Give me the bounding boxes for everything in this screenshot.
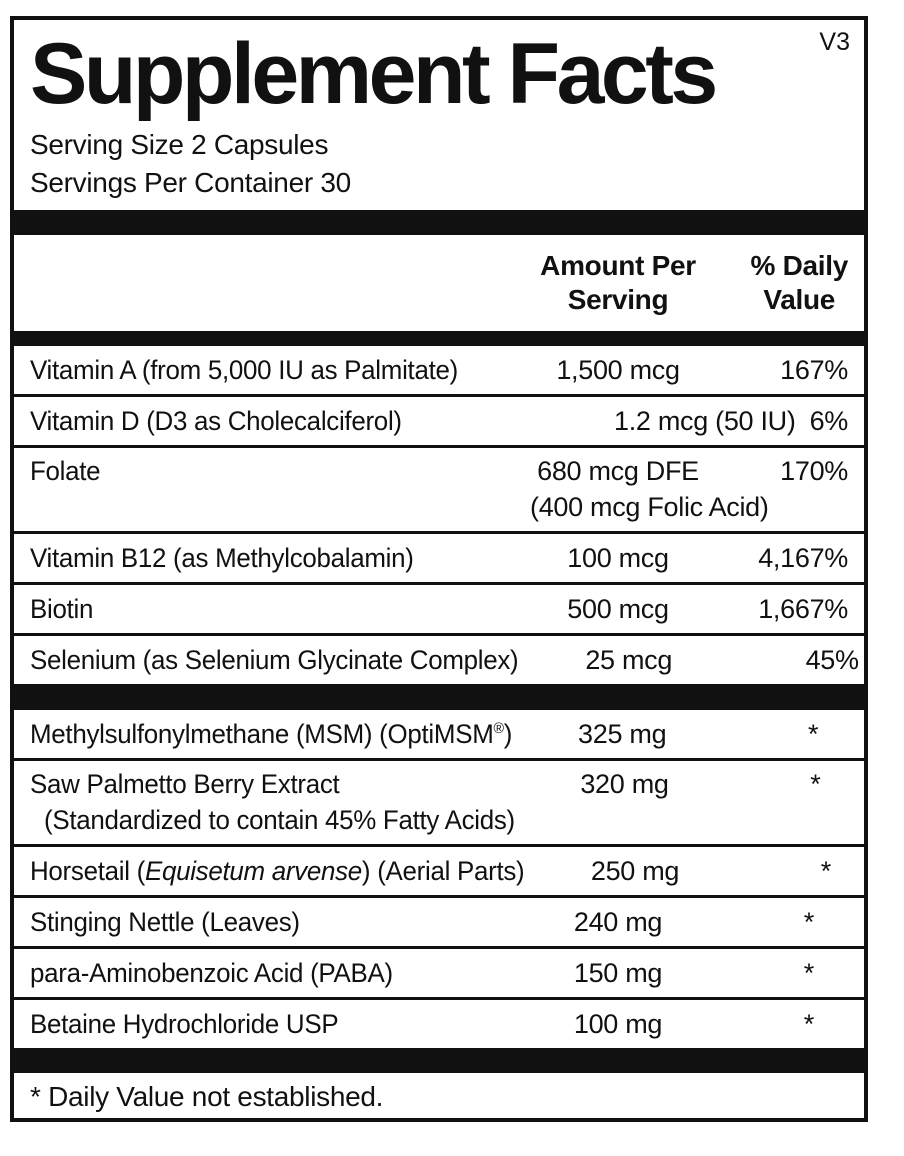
- column-header-amount: Amount Per Serving: [540, 250, 696, 315]
- daily-value: *: [810, 769, 821, 799]
- amount-value: 1,500 mcg: [556, 354, 680, 385]
- registered-trademark-symbol: ®: [493, 720, 504, 737]
- daily-value: *: [820, 855, 832, 886]
- amount-value: 240 mg: [573, 906, 663, 937]
- daily-value: 45%: [805, 644, 859, 675]
- amount-value-line2: (400 mcg Folic Acid): [530, 492, 769, 522]
- ingredient-name: Horsetail (Equisetum arvense) (Aerial Pa…: [30, 855, 525, 886]
- amount-value: 100 mg: [573, 1008, 663, 1039]
- amount-value: 250 mg: [590, 855, 680, 886]
- amount-value: 680 mcg DFE: [537, 456, 699, 486]
- ingredient-name: para-Aminobenzoic Acid (PABA): [30, 957, 393, 988]
- table-row: Saw Palmetto Berry Extract (Standardized…: [14, 758, 864, 844]
- amount-value: 100 mcg: [567, 542, 669, 573]
- version-tag: V3: [819, 28, 850, 56]
- table-header: Amount Per Serving % Daily Value: [14, 235, 864, 331]
- daily-value: 4,167%: [758, 542, 848, 573]
- divider-bar-medium: [14, 331, 864, 346]
- daily-value: 167%: [780, 354, 848, 385]
- table-row: Biotin 500 mcg 1,667%: [14, 582, 864, 633]
- divider-bar-thick: [14, 210, 864, 235]
- daily-value: *: [803, 1008, 815, 1039]
- ingredient-name: Betaine Hydrochloride USP: [30, 1008, 339, 1039]
- ingredient-name: Selenium (as Selenium Glycinate Complex): [30, 644, 519, 675]
- table-row: para-Aminobenzoic Acid (PABA) 150 mg *: [14, 946, 864, 997]
- ingredient-name: Vitamin A (from 5,000 IU as Palmitate): [30, 354, 458, 385]
- ingredient-name: Methylsulfonylmethane (MSM) (OptiMSM®): [30, 718, 513, 749]
- table-row: Vitamin A (from 5,000 IU as Palmitate) 1…: [14, 346, 864, 394]
- table-row: Vitamin D (D3 as Cholecalciferol) 1.2 mc…: [14, 394, 864, 445]
- ingredient-name: Biotin: [30, 593, 94, 624]
- table-row: Methylsulfonylmethane (MSM) (OptiMSM®) 3…: [14, 710, 864, 758]
- daily-value: 170%: [780, 456, 848, 486]
- ingredient-name: Vitamin D (D3 as Cholecalciferol): [30, 405, 402, 436]
- table-row: Vitamin B12 (as Methylcobalamin) 100 mcg…: [14, 531, 864, 582]
- ingredient-name: Folate: [30, 456, 101, 486]
- ingredient-name-line2: (Standardized to contain 45% Fatty Acids…: [44, 805, 515, 835]
- ingredient-name: Vitamin B12 (as Methylcobalamin): [30, 542, 414, 573]
- column-header-daily-value: % Daily Value: [750, 250, 849, 315]
- divider-bar-thick: [14, 684, 864, 710]
- serving-size: Serving Size 2 Capsules: [30, 129, 329, 160]
- page-title: Supplement Facts: [30, 26, 718, 122]
- title-block: Supplement Facts V3: [30, 26, 850, 122]
- daily-value: 6%: [809, 405, 849, 436]
- amount-value: 1.2 mcg (50 IU): [614, 405, 796, 436]
- daily-value-footnote: * Daily Value not established.: [30, 1081, 384, 1112]
- divider-bar-thick: [14, 1048, 864, 1073]
- latin-name: Equisetum arvense: [144, 855, 362, 886]
- serving-info: Serving Size 2 Capsules Servings Per Con…: [30, 126, 848, 202]
- ingredient-name: Saw Palmetto Berry Extract: [30, 769, 340, 799]
- daily-value: *: [807, 718, 819, 749]
- amount-value: 320 mg: [580, 769, 669, 799]
- daily-value: 1,667%: [758, 593, 848, 624]
- servings-per-container: Servings Per Container 30: [30, 167, 351, 198]
- amount-value: 25 mcg: [585, 644, 673, 675]
- supplement-facts-panel: Supplement Facts V3 Serving Size 2 Capsu…: [10, 16, 868, 1122]
- amount-value: 500 mcg: [567, 593, 669, 624]
- amount-value: 150 mg: [573, 957, 663, 988]
- amount-value: 325 mg: [578, 718, 667, 749]
- table-row: Betaine Hydrochloride USP 100 mg *: [14, 997, 864, 1048]
- table-row: Stinging Nettle (Leaves) 240 mg *: [14, 895, 864, 946]
- daily-value: *: [803, 957, 815, 988]
- table-row: Folate 680 mcg DFE 170% (400 mcg Folic A…: [14, 445, 864, 531]
- table-row: Horsetail (Equisetum arvense) (Aerial Pa…: [14, 844, 864, 895]
- ingredient-name: Stinging Nettle (Leaves): [30, 906, 300, 937]
- daily-value: *: [803, 906, 815, 937]
- table-row: Selenium (as Selenium Glycinate Complex)…: [14, 633, 864, 684]
